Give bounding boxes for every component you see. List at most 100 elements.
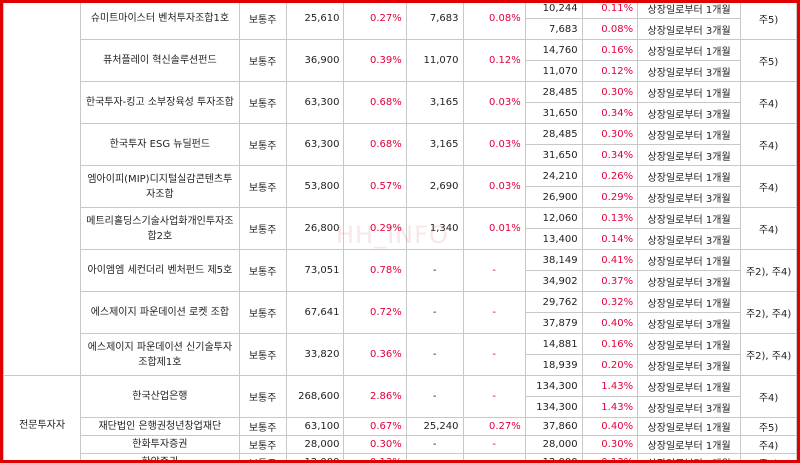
release-condition: 상장일로부터 1개월 [637, 333, 742, 355]
table-subrow: 134,300 1.43% 상장일로부터 3개월 [4, 396, 797, 418]
release-percent: 0.29% [581, 186, 639, 208]
locked-count: 3,165 [405, 81, 464, 124]
note-ref: 주4) [740, 375, 797, 418]
release-condition: 상장일로부터 1개월 [637, 165, 742, 187]
share-type: 보통주 [238, 417, 287, 436]
release-condition: 상장일로부터 1개월 [637, 453, 742, 460]
share-type: 보통주 [238, 3, 287, 40]
share-type: 보통주 [238, 453, 287, 460]
locked-count: - [405, 291, 464, 334]
release-qty: 37,879 [524, 312, 583, 334]
share-count: 73,051 [285, 249, 345, 292]
table-body: 슈미트마이스터 벤처투자조합1호 보통주 25,610 0.27% 7,683 0.08%… [3, 3, 797, 460]
share-count: 12,000 [285, 453, 345, 460]
table-subrow: 34,902 0.37% 상장일로부터 3개월 [4, 270, 797, 292]
release-condition: 상장일로부터 1개월 [637, 417, 742, 436]
share-type: 보통주 [238, 375, 287, 418]
release-condition: 상장일로부터 1개월 [637, 249, 742, 271]
release-percent: 0.13% [581, 453, 639, 460]
share-count: 268,600 [285, 375, 345, 418]
release-qty: 28,485 [524, 81, 583, 103]
release-condition: 상장일로부터 3개월 [637, 312, 742, 334]
table-row: 메트리홀딩스기술사업화개인투자조합2호 보통주 26,800 0.29% 1,340 0.… [4, 207, 797, 250]
note-ref: 주5) [740, 417, 797, 436]
table-row: 한국투자 ESG 뉴딜펀드 보통주 63,300 0.68% 3,165 0.03% 28,… [4, 123, 797, 166]
table-subrow: 31,650 0.34% 상장일로부터 3개월 [4, 144, 797, 166]
release-qty: 28,485 [524, 123, 583, 145]
release-percent: 1.43% [581, 375, 639, 397]
share-percent: 0.72% [343, 291, 407, 334]
release-condition: 상장일로부터 3개월 [637, 228, 742, 250]
share-percent: 0.36% [343, 333, 407, 376]
holder-name: 에스제이지 파운데이션 로켓 조합 [80, 291, 240, 334]
release-percent: 0.32% [581, 291, 639, 313]
locked-percent: 0.08% [462, 3, 526, 40]
release-percent: 0.41% [581, 249, 639, 271]
note-ref: 주2), 주4) [740, 333, 797, 376]
share-percent: 0.39% [343, 39, 407, 82]
share-count: 63,300 [285, 81, 345, 124]
share-count: 67,641 [285, 291, 345, 334]
share-percent: 0.30% [343, 435, 407, 454]
locked-percent: 0.03% [462, 165, 526, 208]
holder-name: 한화투자증권 [80, 435, 240, 454]
release-condition: 상장일로부터 1개월 [637, 39, 742, 61]
share-count: 26,800 [285, 207, 345, 250]
note-ref: 주4) [740, 165, 797, 208]
share-percent: 0.68% [343, 81, 407, 124]
locked-count: 11,070 [405, 39, 464, 82]
release-qty: 12,060 [524, 207, 583, 229]
release-condition: 상장일로부터 3개월 [637, 396, 742, 418]
release-qty: 134,300 [524, 375, 583, 397]
category-expert-investor: 전문투자자 [3, 375, 82, 460]
release-qty: 18,939 [524, 354, 583, 376]
release-percent: 0.30% [581, 81, 639, 103]
locked-percent: 0.01% [462, 207, 526, 250]
release-qty: 14,760 [524, 39, 583, 61]
holder-name: 퓨처플레이 혁신솔루션펀드 [80, 39, 240, 82]
share-type: 보통주 [238, 123, 287, 166]
release-condition: 상장일로부터 1개월 [637, 123, 742, 145]
release-condition: 상장일로부터 1개월 [637, 291, 742, 313]
table-subrow: 37,879 0.40% 상장일로부터 3개월 [4, 312, 797, 334]
locked-count: - [405, 249, 464, 292]
release-condition: 상장일로부터 1개월 [637, 207, 742, 229]
locked-percent: 0.03% [462, 123, 526, 166]
release-percent: 0.30% [581, 435, 639, 454]
locked-count: - [405, 435, 464, 454]
note-ref: 주5) [740, 3, 797, 40]
lockup-table: 슈미트마이스터 벤처투자조합1호 보통주 25,610 0.27% 7,683 0.08%… [3, 3, 797, 460]
share-count: 53,800 [285, 165, 345, 208]
release-condition: 상장일로부터 3개월 [637, 186, 742, 208]
release-qty: 38,149 [524, 249, 583, 271]
locked-percent: - [462, 249, 526, 292]
release-percent: 0.30% [581, 123, 639, 145]
locked-percent: 0.27% [462, 417, 526, 436]
share-type: 보통주 [238, 39, 287, 82]
share-count: 36,900 [285, 39, 345, 82]
locked-count: 25,240 [405, 417, 464, 436]
release-qty: 7,683 [524, 18, 583, 40]
table-subrow: 7,683 0.08% 상장일로부터 3개월 [4, 18, 797, 40]
category-cell-blank [3, 3, 82, 376]
holder-name: 한양증권 [80, 453, 240, 460]
release-qty: 24,210 [524, 165, 583, 187]
release-percent: 1.43% [581, 396, 639, 418]
share-percent: 2.86% [343, 375, 407, 418]
release-percent: 0.40% [581, 312, 639, 334]
share-percent: 0.78% [343, 249, 407, 292]
locked-percent: - [462, 453, 526, 460]
release-condition: 상장일로부터 3개월 [637, 102, 742, 124]
release-qty: 12,000 [524, 453, 583, 460]
release-percent: 0.26% [581, 165, 639, 187]
share-type: 보통주 [238, 207, 287, 250]
locked-count: 1,340 [405, 207, 464, 250]
share-count: 63,100 [285, 417, 345, 436]
release-qty: 31,650 [524, 102, 583, 124]
release-condition: 상장일로부터 1개월 [637, 435, 742, 454]
release-qty: 37,860 [524, 417, 583, 436]
share-type: 보통주 [238, 333, 287, 376]
table-row: 전문투자자 한국산업은행 보통주 268,600 2.86% - -134,300 1.43%… [3, 375, 797, 460]
release-percent: 0.13% [581, 207, 639, 229]
note-ref: 주5) [740, 39, 797, 82]
